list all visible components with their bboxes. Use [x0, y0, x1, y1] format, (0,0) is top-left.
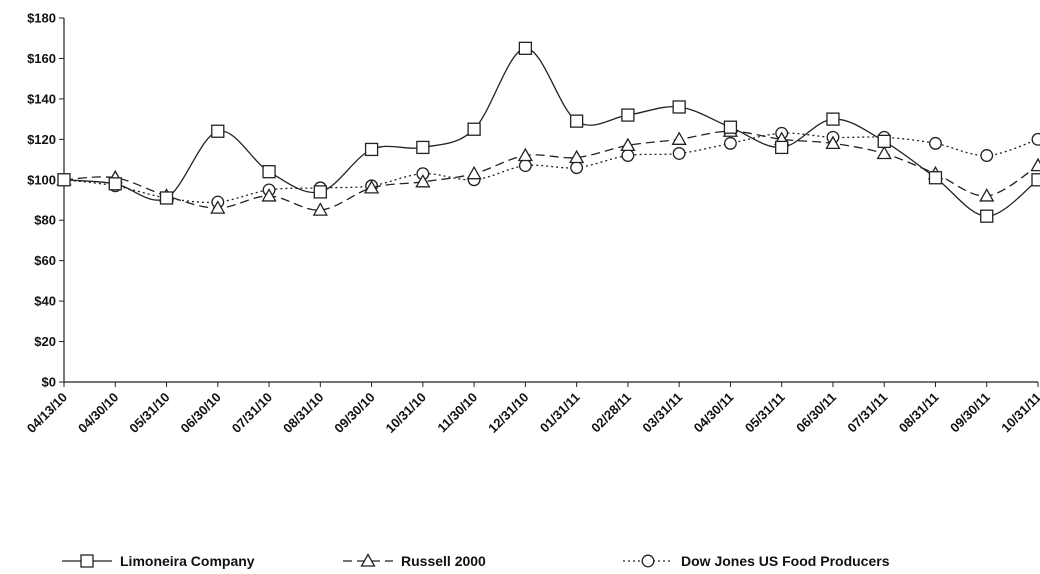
square-marker: [723, 120, 738, 134]
legend-label: Russell 2000: [401, 553, 486, 569]
series-line: [63, 132, 1039, 203]
square-marker: [928, 171, 943, 185]
square-marker: [364, 142, 379, 157]
y-tick-label: $160: [27, 51, 56, 66]
square-marker: [980, 209, 994, 223]
circle-marker: [570, 161, 584, 175]
x-axis: 04/13/10 04/30/10 05/31/10 06/30/10 07/31/10…: [24, 381, 1040, 436]
triangle-marker: [517, 147, 533, 162]
square-marker: [672, 100, 686, 114]
y-tick-label: $100: [27, 172, 56, 187]
series-dow-jones-us-food-producers: [57, 126, 1040, 209]
circle-marker: [929, 136, 942, 150]
x-tick-label: 09/30/10: [331, 390, 377, 436]
square-marker: [313, 185, 327, 199]
y-tick-label: $120: [27, 132, 56, 147]
square-marker: [108, 177, 122, 191]
triangle-marker: [825, 135, 841, 150]
square-marker: [1031, 173, 1040, 187]
triangle-marker: [620, 137, 636, 152]
square-marker: [826, 112, 840, 126]
square-marker: [57, 173, 71, 187]
y-tick-label: $40: [34, 294, 56, 309]
triangle-marker: [210, 200, 226, 214]
y-tick-label: $60: [34, 253, 56, 268]
triangle-marker: [671, 131, 687, 145]
square-marker: [775, 140, 789, 155]
triangle-marker: [363, 180, 380, 194]
circle-marker: [1031, 132, 1040, 146]
x-tick-label: 07/31/11: [844, 390, 890, 436]
x-tick-label: 01/31/11: [537, 390, 583, 436]
legend-label: Limoneira Company: [120, 553, 255, 569]
circle-marker: [518, 159, 532, 173]
legend-label: Dow Jones US Food Producers: [681, 553, 890, 569]
y-tick-label: $80: [34, 213, 56, 228]
triangle-marker: [261, 188, 277, 202]
x-tick-label: 04/30/10: [75, 390, 121, 436]
square-marker: [416, 140, 430, 155]
x-tick-label: 04/13/10: [24, 390, 70, 436]
square-marker: [159, 191, 174, 205]
x-tick-label: 02/28/11: [588, 390, 634, 436]
legend-item: Russell 2000: [343, 553, 486, 569]
square-marker: [80, 554, 94, 568]
circle-marker: [980, 149, 994, 162]
series-line: [63, 130, 1039, 211]
x-tick-label: 05/31/10: [126, 390, 172, 436]
y-tick-label: $140: [27, 91, 56, 106]
square-marker: [211, 124, 225, 138]
triangle-marker: [1030, 157, 1040, 172]
x-tick-label: 09/30/11: [947, 390, 993, 436]
square-marker: [262, 165, 276, 179]
triangle-marker: [415, 173, 431, 188]
x-tick-label: 06/30/11: [793, 390, 839, 436]
y-tick-label: $20: [34, 334, 56, 349]
y-tick-label: $180: [27, 11, 56, 26]
x-tick-label: 03/31/11: [639, 390, 685, 436]
triangle-marker: [979, 188, 995, 202]
x-tick-label: 10/31/10: [383, 390, 429, 436]
x-tick-label: 07/31/10: [229, 390, 275, 436]
triangle-marker: [466, 165, 482, 180]
x-tick-label: 06/30/10: [178, 390, 224, 436]
series-limoneira-company: [57, 41, 1040, 223]
x-tick-label: 12/31/10: [485, 390, 531, 436]
triangle-marker: [312, 202, 328, 216]
legend-item: Limoneira Company: [62, 553, 255, 569]
x-tick-label: 08/31/10: [280, 390, 326, 436]
square-marker: [569, 114, 584, 128]
x-tick-label: 05/31/11: [742, 390, 788, 436]
square-marker: [877, 134, 891, 149]
circle-marker: [723, 136, 737, 150]
legend-item: Dow Jones US Food Producers: [623, 553, 890, 569]
y-tick-label: $0: [42, 375, 56, 390]
triangle-marker: [569, 149, 585, 164]
x-tick-label: 11/30/10: [434, 390, 480, 436]
x-tick-label: 04/30/11: [691, 390, 737, 436]
square-marker: [467, 122, 481, 136]
circle-marker: [621, 149, 635, 162]
series-layer: [56, 41, 1040, 223]
square-marker: [518, 41, 533, 55]
triangle-marker: [360, 553, 376, 567]
triangle-marker: [876, 145, 892, 160]
y-axis: $0 $20 $40 $60 $80 $100 $120 $140 $160 $180: [27, 11, 65, 390]
legend: Limoneira Company Russell 2000 Dow Jones U…: [62, 553, 890, 569]
circle-marker: [641, 554, 655, 568]
x-tick-label: 08/31/11: [896, 390, 942, 436]
x-tick-label: 10/31/11: [998, 390, 1040, 436]
circle-marker: [672, 147, 686, 160]
square-marker: [621, 108, 635, 122]
series-line: [63, 47, 1039, 217]
